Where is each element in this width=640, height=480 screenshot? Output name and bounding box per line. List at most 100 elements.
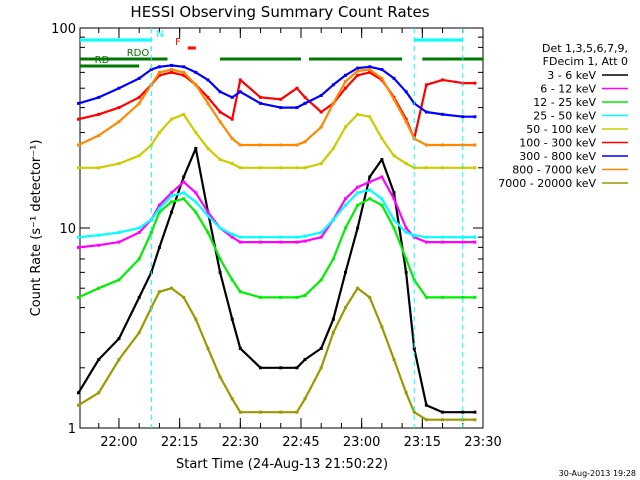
series-point-7 (206, 101, 210, 105)
series-point-7 (117, 120, 121, 124)
series-point-1 (182, 180, 186, 184)
series-point-2 (194, 210, 198, 214)
legend-label-4: 50 - 100 keV (526, 123, 596, 136)
legend-header-line-2: FDecim 1, Att 0 (543, 55, 628, 68)
series-point-5 (441, 78, 445, 82)
series-point-7 (295, 143, 299, 147)
series-point-5 (473, 81, 477, 85)
series-point-0 (295, 366, 299, 370)
series-point-4 (392, 154, 396, 158)
series-point-4 (117, 162, 121, 166)
series-point-4 (230, 162, 234, 166)
series-line-4 (78, 113, 475, 169)
series-point-3 (331, 218, 335, 222)
series-point-7 (319, 125, 323, 129)
series-point-3 (441, 235, 445, 239)
series-point-1 (343, 197, 347, 201)
series-point-8 (412, 410, 416, 414)
dashed-markers (150, 28, 464, 428)
series-point-2 (279, 295, 283, 299)
flag-label-f: F (175, 37, 181, 48)
series-point-5 (303, 95, 307, 99)
series-point-7 (182, 70, 186, 74)
series-point-3 (380, 197, 384, 201)
series-point-0 (441, 410, 445, 414)
series-point-1 (295, 240, 299, 244)
x-tick-label: 23:30 (464, 435, 501, 450)
series-point-1 (424, 240, 428, 244)
series-line-0 (77, 147, 475, 414)
series-point-0 (238, 346, 242, 350)
series-point-0 (97, 358, 101, 362)
series-point-2 (238, 290, 242, 294)
series-point-1 (404, 226, 408, 230)
series-point-7 (424, 143, 428, 147)
series-point-3 (404, 230, 408, 234)
series-point-2 (412, 278, 416, 282)
series-point-2 (295, 295, 299, 299)
series-point-1 (461, 240, 465, 244)
series-point-3 (77, 235, 81, 239)
series-point-6 (368, 65, 372, 69)
chart-title: HESSI Observing Summary Count Rates (130, 3, 429, 21)
series-point-1 (157, 203, 161, 207)
series-point-1 (356, 185, 360, 189)
series-point-0 (319, 346, 323, 350)
series-point-3 (157, 207, 161, 211)
series-point-3 (259, 235, 263, 239)
series-point-8 (194, 317, 198, 321)
x-tick-label: 22:00 (100, 435, 137, 450)
series-point-0 (279, 366, 283, 370)
series-point-2 (137, 257, 141, 261)
series-point-8 (441, 418, 445, 422)
series-point-7 (380, 76, 384, 80)
series-point-2 (441, 295, 445, 299)
series-point-3 (182, 191, 186, 195)
legend: Det 1,3,5,6,7,9, FDecim 1, Att 0 3 - 6 k… (498, 42, 628, 190)
series-point-8 (424, 418, 428, 422)
series-point-4 (97, 166, 101, 170)
series-point-1 (368, 180, 372, 184)
series-point-8 (392, 358, 396, 362)
series-point-3 (368, 188, 372, 192)
series-point-2 (230, 278, 234, 282)
series-point-4 (194, 131, 198, 135)
series-point-8 (157, 290, 161, 294)
series-point-8 (218, 375, 222, 379)
series-point-4 (157, 131, 161, 135)
series-line-6 (78, 64, 475, 118)
x-axis: 22:00 22:15 22:30 22:45 23:00 23:15 23:30 (98, 28, 502, 450)
series-point-0 (137, 295, 141, 299)
series-point-3 (170, 194, 174, 198)
y-tick-label: 100 (51, 22, 76, 37)
series-point-1 (117, 240, 121, 244)
series-point-1 (279, 240, 283, 244)
series-point-3 (238, 235, 242, 239)
series-point-6 (441, 112, 445, 116)
series-point-5 (77, 117, 81, 121)
series-point-4 (380, 137, 384, 141)
series-point-7 (473, 143, 477, 147)
series-point-5 (182, 73, 186, 77)
series-point-2 (404, 257, 408, 261)
legend-label-2: 12 - 25 keV (533, 96, 596, 109)
series-point-4 (218, 158, 222, 162)
series-point-6 (170, 63, 174, 67)
series-point-4 (182, 112, 186, 116)
series-point-6 (461, 115, 465, 119)
series-point-1 (97, 243, 101, 247)
series-point-0 (194, 146, 198, 150)
series-point-7 (137, 101, 141, 105)
series-point-6 (218, 90, 222, 94)
series-point-7 (303, 140, 307, 144)
series-point-2 (380, 203, 384, 207)
series-point-3 (424, 235, 428, 239)
x-axis-label: Start Time (24-Aug-13 21:50:22) (176, 457, 388, 472)
x-tick-label: 23:00 (343, 435, 380, 450)
series-point-4 (404, 162, 408, 166)
series-point-0 (230, 317, 234, 321)
series-point-5 (259, 95, 263, 99)
series-point-6 (230, 95, 234, 99)
series-point-3 (356, 191, 360, 195)
series-point-7 (218, 120, 222, 124)
